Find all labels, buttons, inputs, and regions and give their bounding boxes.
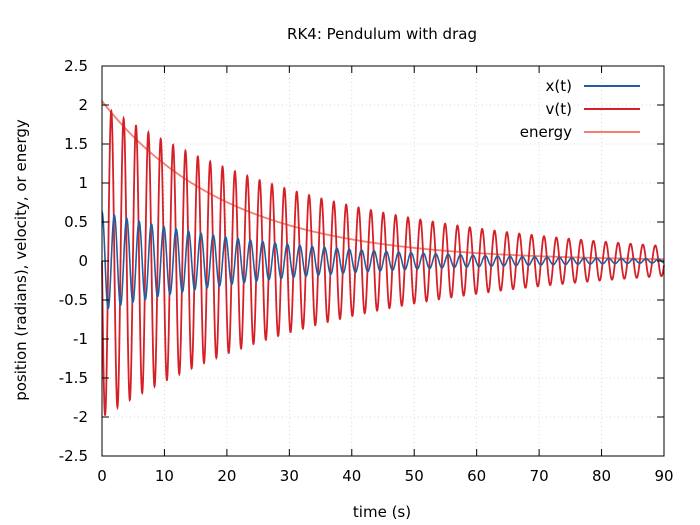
plot-area [101, 100, 665, 416]
y-tick-label: -2.5 [59, 447, 88, 465]
x-tick-label: 10 [155, 467, 174, 485]
y-tick-label: 0 [78, 252, 88, 270]
legend-label: energy [520, 123, 572, 141]
legend-label: x(t) [546, 77, 572, 95]
y-axis-label: position (radians), velocity, or energy [12, 119, 30, 401]
y-tick-label: -2 [73, 408, 88, 426]
y-tick-label: -1 [73, 330, 88, 348]
series-layer [101, 100, 665, 416]
ticks [101, 65, 665, 457]
y-tick-label: 2 [78, 96, 88, 114]
y-tick-labels: 2.5 2 1.5 1 0.5 0 -0.5 -1 -1.5 -2 -2.5 [59, 57, 88, 465]
x-axis-label: time (s) [353, 503, 411, 521]
x-tick-label: 30 [280, 467, 299, 485]
series-line-x-t [101, 211, 665, 310]
y-tick-label: 1.5 [64, 135, 88, 153]
x-tick-label: 50 [405, 467, 424, 485]
x-tick-labels: 0 10 20 30 40 50 60 70 80 90 [97, 467, 673, 485]
x-tick-label: 80 [592, 467, 611, 485]
chart-title: RK4: Pendulum with drag [287, 25, 477, 43]
x-tick-label: 70 [530, 467, 549, 485]
x-tick-label: 20 [217, 467, 236, 485]
y-tick-label: 1 [78, 174, 88, 192]
x-tick-label: 90 [654, 467, 673, 485]
x-tick-label: 60 [467, 467, 486, 485]
y-tick-label: -1.5 [59, 369, 88, 387]
legend: x(t) v(t) energy [520, 77, 640, 141]
x-tick-label: 0 [97, 467, 107, 485]
y-tick-label: -0.5 [59, 291, 88, 309]
x-tick-label: 40 [342, 467, 361, 485]
y-tick-label: 2.5 [64, 57, 88, 75]
y-tick-label: 0.5 [64, 213, 88, 231]
legend-label: v(t) [546, 100, 572, 118]
series-line-v-t [101, 108, 665, 416]
